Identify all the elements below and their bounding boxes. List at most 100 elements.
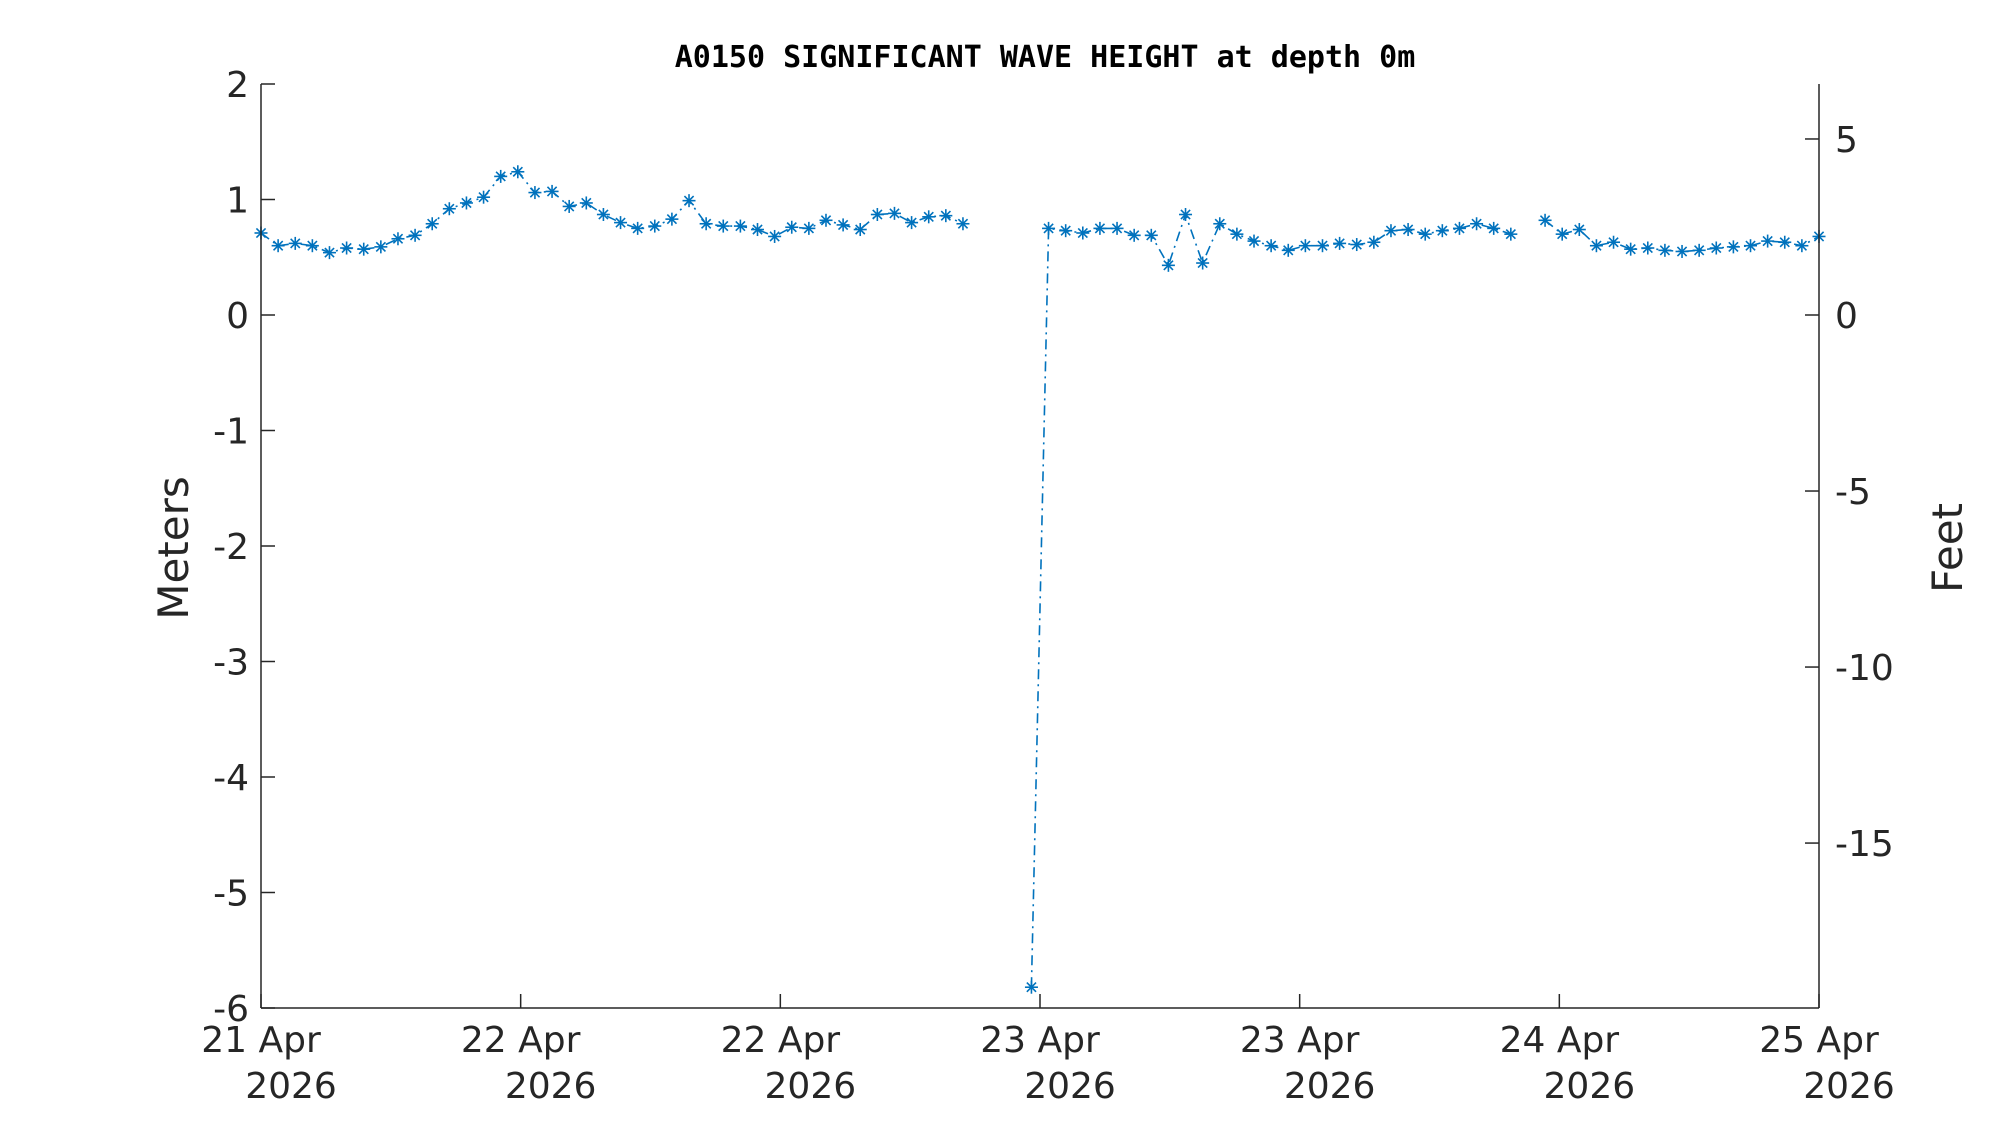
- y2-tick-label: -15: [1835, 824, 1894, 865]
- data-point: [1213, 217, 1227, 231]
- data-point: [1333, 236, 1347, 250]
- data-point: [1127, 228, 1141, 242]
- data-point: [819, 213, 833, 227]
- data-point: [357, 242, 371, 256]
- y-tick-label: -1: [213, 412, 249, 453]
- data-point: [853, 223, 867, 237]
- data-point: [699, 217, 713, 231]
- data-point: [922, 210, 936, 224]
- y2-tick-label: -10: [1835, 648, 1894, 689]
- y2-axis-label: Feet: [1923, 503, 1972, 593]
- data-point: [1024, 980, 1038, 994]
- y-tick-label: -5: [213, 874, 249, 915]
- data-point: [1196, 256, 1210, 270]
- data-point: [1093, 221, 1107, 235]
- data-point: [340, 241, 354, 255]
- data-point: [459, 196, 473, 210]
- data-point: [1607, 235, 1621, 249]
- data-point: [1401, 223, 1415, 237]
- data-point: [528, 186, 542, 200]
- data-point: [1675, 244, 1689, 258]
- data-point: [322, 246, 336, 260]
- x-tick-label-year: 2026: [1544, 1066, 1636, 1107]
- data-point: [1230, 227, 1244, 241]
- x-tick-label-day: 23 Apr: [980, 1020, 1100, 1061]
- data-point: [887, 206, 901, 220]
- data-point: [1744, 239, 1758, 253]
- data-point: [1692, 243, 1706, 257]
- data-point: [408, 228, 422, 242]
- x-axis: 21 Apr 2026 22 Apr 2026 22 Apr 2026 23 Apr 2026…: [201, 994, 1895, 1107]
- x-tick-label-day: 23 Apr: [1240, 1020, 1360, 1061]
- data-point: [1452, 221, 1466, 235]
- data-point: [579, 196, 593, 210]
- y-tick-label: -2: [213, 527, 249, 568]
- y-tick-label: -4: [213, 758, 249, 799]
- data-point: [1435, 224, 1449, 238]
- data-point: [1350, 238, 1364, 252]
- data-point: [1315, 239, 1329, 253]
- x-tick-label-year: 2026: [1024, 1066, 1116, 1107]
- data-point: [631, 221, 645, 235]
- data-point: [494, 169, 508, 183]
- data-point: [1418, 227, 1432, 241]
- data-point: [305, 239, 319, 253]
- y-axis-left: 2 1 0 -1 -2 -3 -4 -5 -6: [213, 65, 275, 1030]
- data-point: [665, 212, 679, 226]
- x-tick-label-day: 21 Apr: [201, 1020, 321, 1061]
- y2-tick-label: -5: [1835, 472, 1871, 513]
- series-line: [1030, 212, 1512, 988]
- y-axis-right: 5 0 -5 -10 -15: [1805, 120, 1894, 865]
- y2-tick-label: 5: [1835, 120, 1858, 161]
- data-point: [1298, 239, 1312, 253]
- data-point: [1726, 240, 1740, 254]
- x-tick-label-day: 22 Apr: [461, 1020, 581, 1061]
- y2-tick-label: 0: [1835, 296, 1858, 337]
- data-point: [1709, 241, 1723, 255]
- x-tick-label-year: 2026: [765, 1066, 857, 1107]
- data-point: [1247, 234, 1261, 248]
- data-point: [1504, 227, 1518, 241]
- data-point: [1161, 258, 1175, 272]
- series-layer: [254, 165, 1826, 994]
- series-line: [260, 170, 964, 254]
- data-point: [870, 208, 884, 222]
- data-point: [802, 221, 816, 235]
- y-tick-label: 0: [226, 296, 249, 337]
- data-point: [391, 232, 405, 246]
- x-tick-label-year: 2026: [1284, 1066, 1376, 1107]
- data-point: [1110, 221, 1124, 235]
- x-tick-label-day: 22 Apr: [721, 1020, 841, 1061]
- data-point: [716, 219, 730, 233]
- data-point: [1778, 235, 1792, 249]
- data-point: [1179, 208, 1193, 222]
- data-point: [1641, 241, 1655, 255]
- data-point: [477, 190, 491, 204]
- data-point: [614, 216, 628, 230]
- data-point: [442, 202, 456, 216]
- data-point: [1367, 235, 1381, 249]
- data-point: [956, 217, 970, 231]
- y-tick-label: 2: [226, 65, 249, 106]
- data-point: [682, 194, 696, 208]
- data-point: [1076, 226, 1090, 240]
- data-point: [939, 209, 953, 223]
- data-point: [271, 239, 285, 253]
- data-point: [1470, 217, 1484, 231]
- y-tick-label: -6: [213, 989, 249, 1030]
- data-point: [1538, 213, 1552, 227]
- chart-title: A0150 SIGNIFICANT WAVE HEIGHT at depth 0…: [675, 40, 1416, 75]
- x-tick-label-day: 25 Apr: [1759, 1020, 1879, 1061]
- data-point: [288, 236, 302, 250]
- data-point: [596, 208, 610, 222]
- data-point: [785, 220, 799, 234]
- data-point: [1589, 239, 1603, 253]
- data-point: [836, 218, 850, 232]
- data-point: [1795, 239, 1809, 253]
- data-point: [751, 223, 765, 237]
- data-point: [1264, 239, 1278, 253]
- data-point: [1384, 224, 1398, 238]
- data-point: [733, 219, 747, 233]
- data-point: [1487, 221, 1501, 235]
